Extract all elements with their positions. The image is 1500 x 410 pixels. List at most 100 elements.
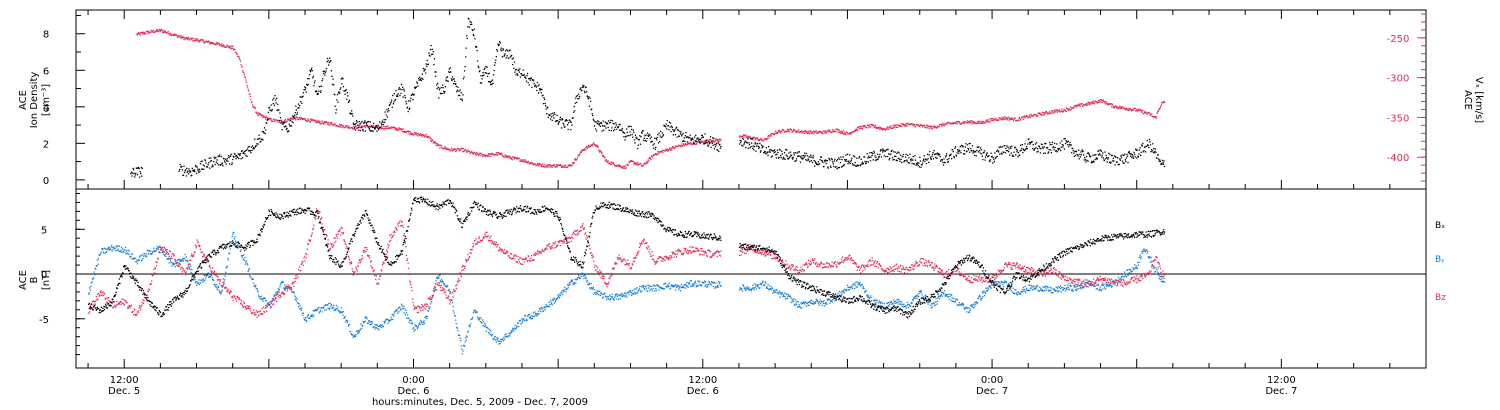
density-point: [766, 151, 769, 153]
density-point: [1142, 151, 1144, 153]
density-point: [223, 160, 226, 162]
by-point: [589, 288, 592, 290]
by-point: [223, 279, 226, 281]
density-point: [307, 78, 309, 80]
density-point: [140, 166, 142, 169]
by-point: [588, 282, 590, 284]
density-point: [340, 87, 342, 89]
vx-point: [204, 41, 206, 43]
density-point: [371, 126, 374, 128]
vx-point: [589, 146, 592, 148]
density-point: [997, 149, 999, 151]
density-point: [903, 161, 905, 163]
by-point: [364, 320, 366, 322]
by-point: [303, 317, 305, 319]
vx-point: [989, 118, 991, 120]
vx-point: [823, 130, 825, 132]
vx-point: [788, 128, 790, 131]
by-point: [537, 310, 540, 312]
density-point: [347, 95, 349, 97]
vx-point: [488, 155, 490, 158]
vx-point: [162, 30, 164, 32]
vx-point: [511, 158, 513, 160]
vx-point: [364, 125, 366, 127]
vx-point: [157, 29, 159, 31]
density-point: [507, 50, 509, 52]
vx-point: [1118, 107, 1120, 109]
density-point: [494, 64, 496, 66]
density-point: [932, 158, 935, 160]
density-point: [385, 119, 387, 121]
vx-point: [253, 106, 255, 108]
density-point: [711, 142, 713, 144]
by-point: [170, 261, 173, 263]
vx-point: [857, 126, 860, 128]
density-point: [715, 144, 717, 146]
density-point: [414, 87, 416, 89]
density-point: [1096, 157, 1098, 160]
by-point: [413, 330, 415, 332]
by-point: [441, 281, 443, 283]
density-point: [743, 142, 746, 144]
vx-point: [703, 141, 706, 143]
vx-point: [1099, 99, 1101, 101]
vx-point: [566, 166, 569, 168]
by-point: [641, 289, 643, 292]
by-point: [709, 283, 712, 285]
by-point: [333, 304, 335, 307]
vx-point: [943, 125, 946, 127]
density-point: [868, 156, 871, 159]
by-point: [656, 284, 659, 286]
by-point: [580, 273, 582, 276]
b-axis-label-line1: ACE: [18, 270, 29, 290]
density-point: [789, 151, 792, 153]
by-point: [164, 255, 166, 257]
density-point: [627, 126, 629, 128]
vx-point: [748, 136, 751, 139]
by-point: [691, 285, 693, 287]
density-point: [432, 50, 434, 53]
density-point: [614, 126, 616, 128]
density-point: [352, 115, 354, 117]
density-point: [865, 162, 867, 164]
by-point: [637, 290, 639, 292]
vx-point: [394, 127, 397, 129]
density-point: [282, 123, 284, 125]
vx-point: [861, 128, 863, 130]
by-point: [342, 311, 345, 313]
density-point: [827, 167, 829, 169]
density-point: [375, 125, 377, 127]
density-point: [181, 165, 183, 168]
vx-point: [940, 123, 942, 126]
by-point: [566, 284, 569, 286]
density-point: [966, 144, 969, 146]
density-point: [566, 120, 568, 122]
density-point: [1101, 156, 1103, 158]
by-point: [143, 253, 146, 255]
density-point: [274, 95, 276, 97]
vx-point: [471, 150, 473, 153]
vx-point: [613, 163, 615, 166]
vx-point: [407, 130, 409, 132]
vx-point: [1103, 100, 1106, 103]
density-point: [599, 122, 601, 125]
density-point: [806, 155, 809, 157]
vx-point: [221, 43, 223, 45]
by-point: [525, 320, 527, 322]
vx-point: [926, 127, 928, 129]
vx-point: [300, 118, 302, 120]
density-point: [515, 74, 517, 76]
density-point: [861, 163, 863, 165]
density-point: [545, 105, 547, 107]
by-point: [326, 304, 329, 306]
density-point: [811, 156, 813, 158]
by-point: [565, 291, 567, 293]
vx-point: [1128, 109, 1130, 112]
density-point: [296, 112, 299, 114]
vx-point: [244, 77, 247, 79]
by-point: [240, 249, 242, 251]
vx-point: [821, 131, 823, 134]
b-tick-label: 0: [41, 270, 47, 281]
by-point: [282, 281, 284, 283]
